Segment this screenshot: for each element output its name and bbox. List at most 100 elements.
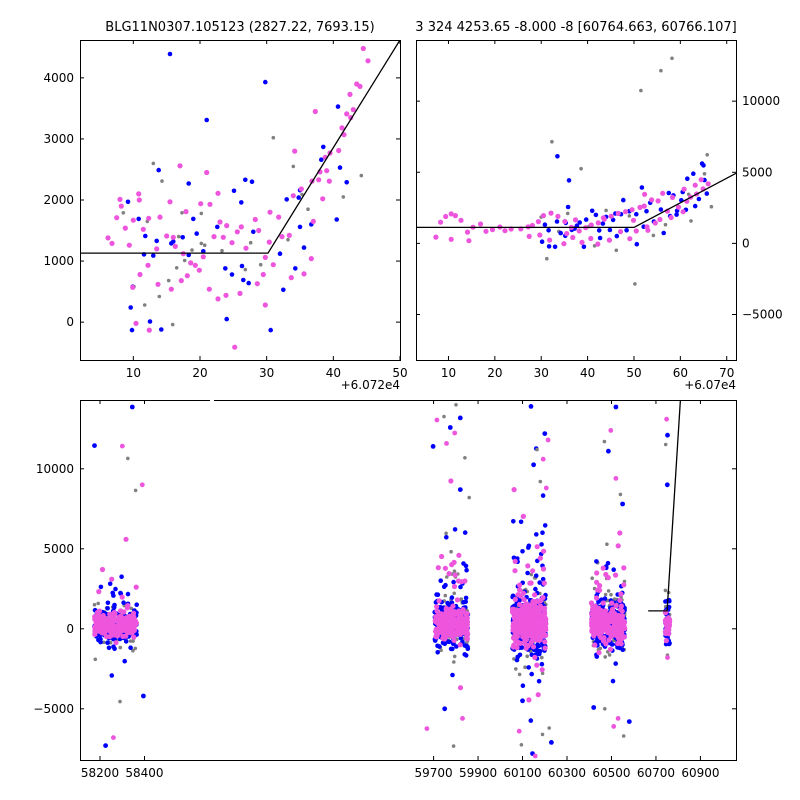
data-point xyxy=(204,169,210,176)
data-point xyxy=(615,210,621,216)
data-point xyxy=(520,590,527,596)
data-point xyxy=(600,618,606,624)
data-point xyxy=(445,639,451,644)
data-point xyxy=(129,606,134,611)
data-point xyxy=(546,228,551,233)
data-point xyxy=(224,223,230,229)
data-point xyxy=(532,753,538,759)
data-point xyxy=(539,667,545,673)
x-tick-label: 60 xyxy=(673,366,688,380)
data-point xyxy=(154,238,159,244)
data-point xyxy=(597,623,603,630)
data-point xyxy=(533,573,539,578)
x-tick-label: 60500 xyxy=(592,766,630,780)
data-point xyxy=(520,627,526,633)
data-point xyxy=(169,241,174,246)
data-point xyxy=(521,639,527,646)
data-point xyxy=(136,197,142,203)
data-point xyxy=(131,634,137,640)
data-point xyxy=(184,273,190,279)
data-point xyxy=(634,241,640,247)
data-point xyxy=(452,630,458,636)
data-point xyxy=(241,277,246,283)
data-point xyxy=(279,234,285,240)
data-point xyxy=(530,644,537,650)
data-point xyxy=(123,536,129,542)
data-point xyxy=(452,660,456,664)
data-point xyxy=(266,239,272,245)
data-point xyxy=(435,565,441,571)
data-point xyxy=(526,233,532,239)
data-point xyxy=(449,595,455,600)
data-point xyxy=(617,530,623,536)
data-point xyxy=(113,640,119,646)
data-point xyxy=(211,234,217,240)
data-point xyxy=(606,625,612,631)
data-point xyxy=(220,248,224,253)
data-point xyxy=(531,625,537,631)
data-point xyxy=(532,630,538,636)
data-point xyxy=(540,671,545,676)
data-point xyxy=(141,693,146,699)
data-point xyxy=(674,212,679,217)
x-tick-label: 60700 xyxy=(637,766,675,780)
data-point xyxy=(526,545,531,550)
data-point xyxy=(597,628,603,634)
data-point xyxy=(489,227,496,233)
data-point xyxy=(160,179,164,183)
data-point xyxy=(680,209,686,215)
data-point xyxy=(96,601,100,606)
data-point xyxy=(133,320,139,326)
panel-bottom-model xyxy=(648,400,682,612)
data-point xyxy=(310,218,316,224)
data-point xyxy=(549,740,554,745)
data-point xyxy=(131,639,135,643)
data-point xyxy=(612,625,618,631)
data-point xyxy=(444,441,449,446)
data-point xyxy=(452,569,457,573)
data-point xyxy=(434,417,440,423)
data-point xyxy=(451,583,458,590)
data-point xyxy=(618,615,624,621)
data-point xyxy=(665,655,670,660)
data-point xyxy=(436,598,442,604)
data-point xyxy=(194,231,199,236)
data-point xyxy=(252,216,258,223)
data-point xyxy=(156,167,161,173)
data-point xyxy=(600,221,606,226)
data-point xyxy=(520,549,525,554)
data-point xyxy=(217,219,223,225)
data-point xyxy=(523,665,527,669)
data-point xyxy=(164,233,170,239)
data-point xyxy=(533,617,539,624)
data-point xyxy=(512,626,518,632)
data-point xyxy=(541,548,547,554)
data-point xyxy=(337,165,343,170)
model-line xyxy=(416,172,736,229)
data-point xyxy=(458,217,464,223)
data-point xyxy=(517,582,523,588)
data-point xyxy=(511,519,516,524)
data-point xyxy=(365,58,371,64)
data-point xyxy=(464,229,471,235)
panel-top-left-points xyxy=(105,45,371,350)
data-point xyxy=(92,631,98,638)
data-point xyxy=(301,271,307,277)
data-point xyxy=(438,219,444,225)
data-point xyxy=(539,239,545,244)
data-point xyxy=(456,552,462,558)
data-point xyxy=(595,587,601,593)
data-point xyxy=(608,213,614,219)
x-tick-label: 10 xyxy=(441,366,456,380)
data-point xyxy=(442,706,448,712)
data-point xyxy=(178,278,184,284)
data-point xyxy=(107,581,113,587)
data-point xyxy=(692,182,698,188)
data-point xyxy=(102,640,106,645)
data-point xyxy=(237,290,243,296)
y-tick-label: 10000 xyxy=(36,462,74,476)
data-point xyxy=(445,575,449,579)
data-point xyxy=(517,587,523,593)
data-point xyxy=(534,544,540,550)
data-point xyxy=(452,527,458,532)
